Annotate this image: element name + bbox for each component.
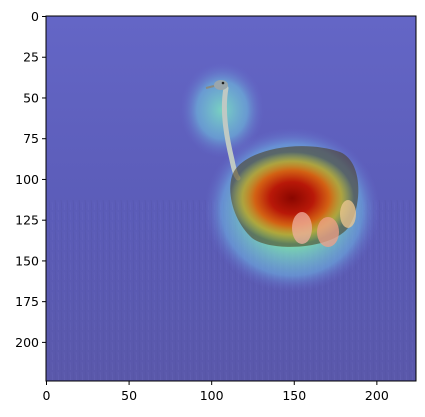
y-tick-label: 100 bbox=[15, 172, 39, 187]
x-tick-label: 200 bbox=[365, 388, 389, 403]
neck-heat-glow bbox=[180, 62, 264, 158]
y-tick-label: 25 bbox=[23, 50, 39, 65]
y-tick-label: 75 bbox=[23, 131, 39, 146]
x-axis: 0 50 100 150 200 bbox=[43, 381, 389, 403]
y-tick-label: 200 bbox=[15, 335, 39, 350]
x-tick-label: 50 bbox=[121, 388, 137, 403]
y-tick-label: 125 bbox=[15, 213, 39, 228]
tail-feathers bbox=[292, 200, 356, 247]
plot-frame bbox=[45, 15, 417, 382]
y-axis: 0 25 50 75 100 125 150 175 200 bbox=[15, 9, 46, 350]
y-tick-label: 50 bbox=[23, 90, 39, 105]
x-tick-label: 100 bbox=[200, 388, 224, 403]
x-tick-label: 0 bbox=[43, 388, 51, 403]
y-tick-label: 150 bbox=[15, 253, 39, 268]
x-tick-label: 150 bbox=[282, 388, 306, 403]
y-tick-label: 175 bbox=[15, 294, 39, 309]
heatmap-image bbox=[46, 16, 416, 381]
y-tick-label: 0 bbox=[31, 9, 39, 24]
